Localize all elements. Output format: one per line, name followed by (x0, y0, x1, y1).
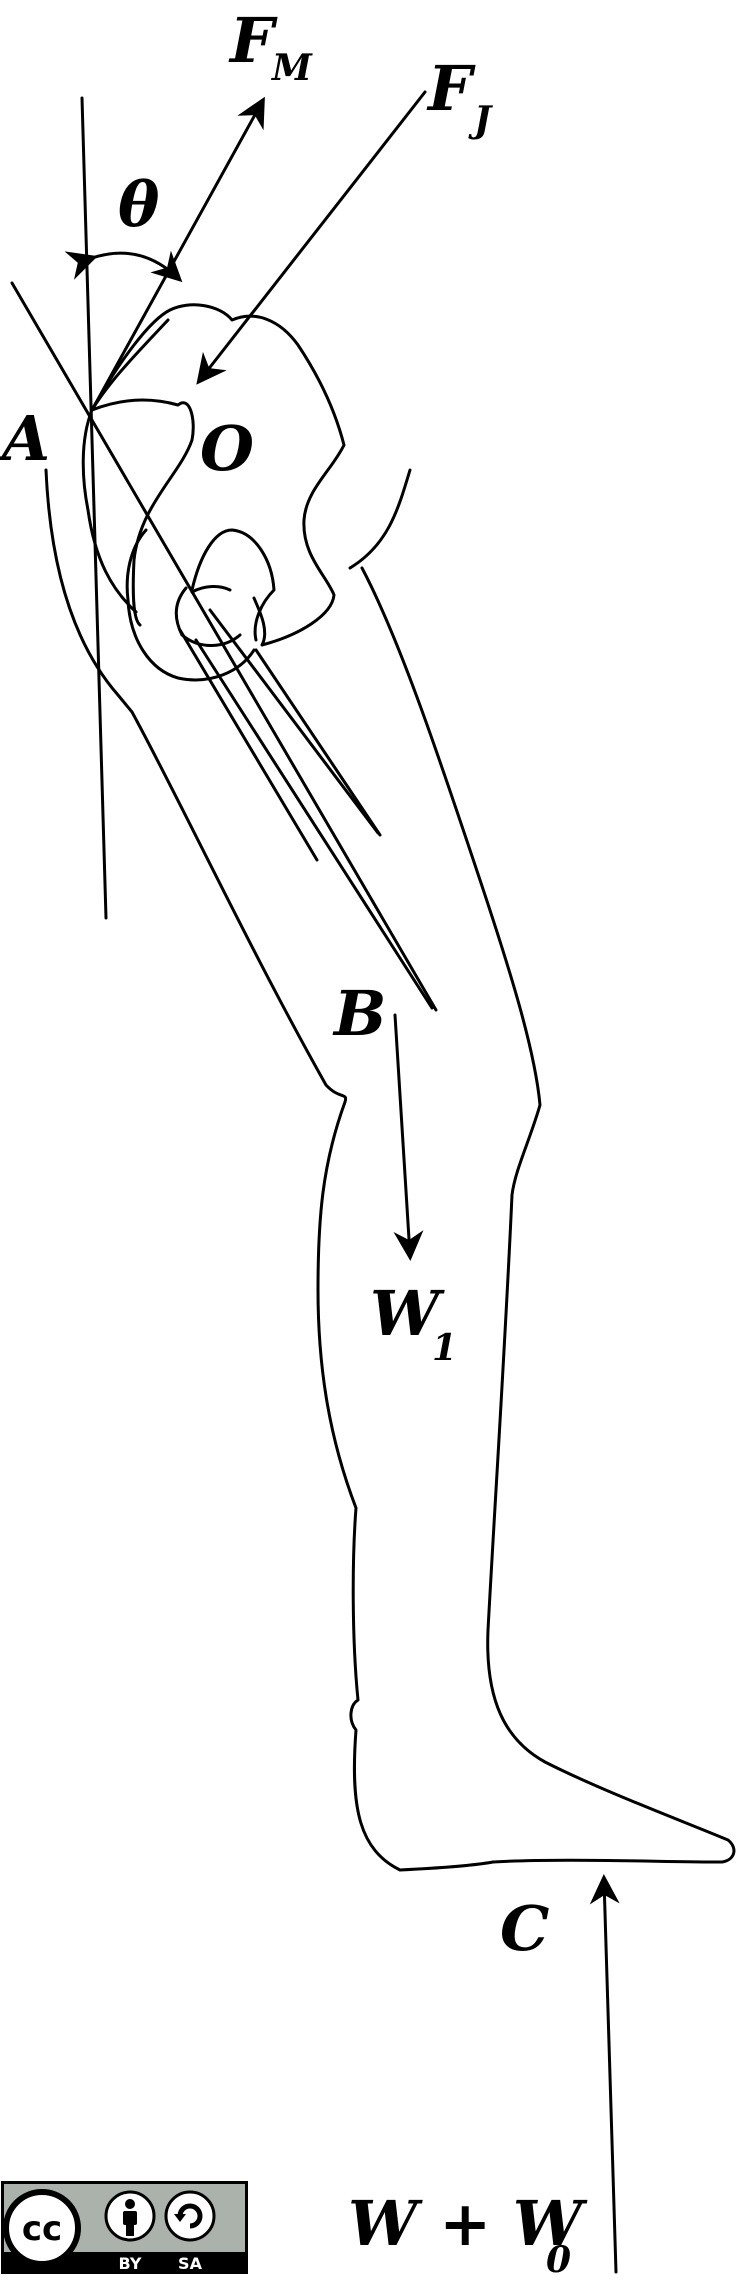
license-badge[interactable]: cc BY SA (0, 2180, 249, 2275)
label-angle: θ (118, 168, 160, 241)
label-point-a: A (0, 402, 50, 475)
femur-shaft-lower (194, 638, 434, 1010)
badge-by-text: BY (119, 2254, 142, 2273)
femur-marrow (190, 585, 232, 594)
leg-weight-arrow (393, 1013, 424, 1261)
ground-reaction-arrow (589, 1874, 620, 2274)
label-point-c: C (500, 1892, 549, 1965)
femur-shaft-mid (208, 608, 380, 835)
vertical-reference-line (80, 96, 108, 920)
license-badge-graphic: cc BY SA (1, 2181, 248, 2274)
pelvis-rim (90, 318, 170, 412)
share-alike-icon (164, 2190, 216, 2242)
attribution-person-icon (104, 2190, 156, 2242)
joint-force-arrow (196, 90, 427, 385)
label-point-b: B (332, 977, 386, 1050)
label-force-muscle: F (228, 4, 278, 77)
knee-front-curve (348, 468, 412, 570)
leg-front-outline (360, 566, 736, 1864)
cc-text: cc (22, 2209, 62, 2249)
label-ground-reaction: W + W (348, 2187, 588, 2260)
badge-sa-text: SA (178, 2254, 203, 2273)
hip-socket-outline (81, 408, 138, 614)
femur-shaft-right (254, 648, 382, 837)
label-force-joint: F (426, 52, 476, 125)
greater-trochanter (190, 528, 276, 642)
femur-head-outline (125, 528, 256, 682)
label-weight-leg: W (370, 1277, 445, 1350)
angle-arc (64, 250, 183, 283)
leg-back-outline (44, 468, 495, 1872)
femur-axis-line (10, 281, 438, 1012)
pelvis-outline (90, 303, 346, 647)
label-weight-leg-sub: 1 (432, 1327, 457, 1369)
creative-commons-icon: cc (3, 2189, 81, 2267)
muscle-force-arrow (90, 96, 265, 412)
pelvis-upper-curve (90, 398, 195, 627)
label-force-muscle-sub: M (270, 47, 313, 89)
label-point-o: O (200, 412, 254, 485)
label-ground-reaction-sub: 0 (546, 2239, 571, 2275)
femur-shaft-left (178, 628, 319, 862)
